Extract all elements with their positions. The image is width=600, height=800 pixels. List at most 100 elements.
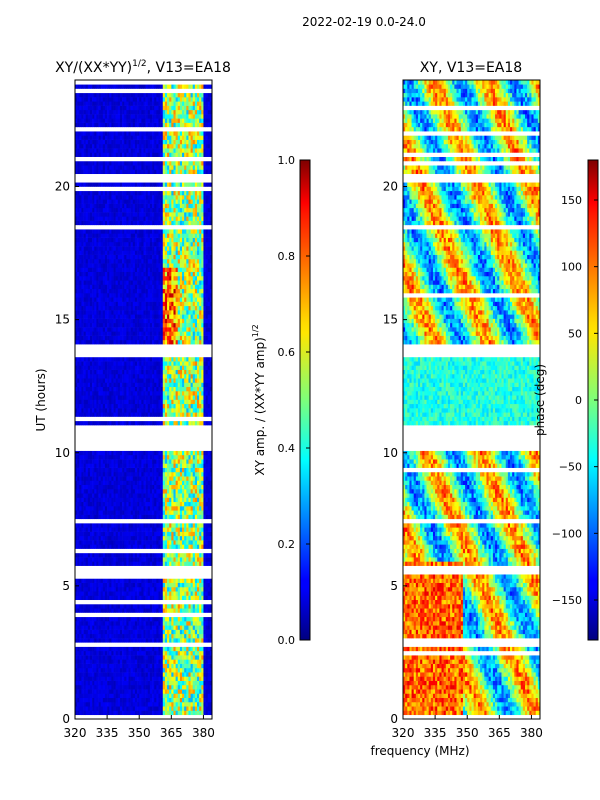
heatmap-cell [122,506,125,511]
heatmap-cell [107,310,110,315]
heatmap-cell [89,527,93,532]
heatmap-cell [192,557,196,562]
heatmap-cell [141,672,144,677]
heatmap-cell [96,523,99,528]
heatmap-cell [186,544,189,549]
heatmap-cell [109,339,112,345]
heatmap-cell [117,608,121,613]
heatmap-cell [152,633,155,639]
heatmap-cell [177,356,181,362]
heatmap-cell [190,361,194,366]
heatmap-cell [122,318,125,324]
heatmap-cell [192,595,196,601]
heatmap-cell [75,484,78,490]
heatmap-cell [79,586,82,592]
heatmap-cell [98,710,101,716]
heatmap-cell [102,480,106,485]
heatmap-cell [81,403,84,409]
heatmap-cell [117,684,121,690]
heatmap-cell [119,335,123,341]
heatmap-cell [81,493,84,498]
heatmap-cell [107,633,110,639]
heatmap-cell [177,506,181,511]
heatmap-cell [77,680,80,686]
heatmap-cell [182,484,185,490]
heatmap-cell [173,369,176,375]
heatmap-cell [154,638,157,643]
heatmap-cell [160,552,164,558]
heatmap-cell [186,676,189,681]
heatmap-cell [85,595,89,601]
heatmap-cell [149,463,153,468]
heatmap-cell [77,484,80,490]
heatmap-cell [130,608,134,613]
heatmap-cell [175,527,179,532]
heatmap-cell [188,676,191,681]
heatmap-cell [141,603,144,609]
heatmap-cell [209,557,212,562]
heatmap-cell [92,314,95,319]
heatmap-cell [119,595,123,601]
heatmap-cell [122,420,125,426]
heatmap-cell [186,561,189,566]
heatmap-cell [171,501,174,507]
heatmap-cell [83,484,87,490]
heatmap-cell [102,710,106,716]
heatmap-cell [186,420,189,426]
heatmap-cell [85,663,89,669]
heatmap-cell [173,514,176,520]
heatmap-cell [111,463,114,468]
heatmap-cell [81,361,84,366]
heatmap-cell [149,488,153,494]
heatmap-cell [117,629,121,635]
heatmap-cell [164,399,168,405]
heatmap-cell [207,689,211,694]
heatmap-cell [119,454,123,460]
heatmap-cell [152,638,155,643]
heatmap-cell [94,420,97,426]
heatmap-cell [209,544,212,549]
heatmap-cell [199,471,202,477]
heatmap-cell [141,369,144,375]
heatmap-cell [207,693,211,698]
heatmap-cell [156,638,159,643]
heatmap-cell [132,680,136,686]
heatmap-cell [83,523,87,528]
heatmap-cell [173,595,176,601]
heatmap-cell [77,310,80,315]
heatmap-cell [201,663,204,669]
heatmap-cell [77,501,80,507]
heatmap-cell [111,693,114,698]
heatmap-cell [175,501,179,507]
heatmap-cell [194,450,198,456]
heatmap-cell [94,531,97,537]
heatmap-cell [85,476,89,481]
heatmap-cell [171,633,174,639]
heatmap-cell [102,386,106,392]
heatmap-cell [81,561,84,566]
heatmap-cell [194,514,198,520]
heatmap-cell [87,595,91,601]
heatmap-cell [192,356,196,362]
heatmap-cell [77,706,80,711]
heatmap-cell [162,399,166,405]
heatmap-cell [162,450,166,456]
heatmap-cell [81,382,84,388]
heatmap-cell [137,467,140,473]
heatmap-cell [132,497,136,503]
heatmap-cell [107,501,110,507]
heatmap-cell [75,633,78,639]
heatmap-cell [175,493,179,498]
heatmap-cell [102,523,106,528]
heatmap-cell [147,463,151,468]
heatmap-cell [209,586,212,592]
heatmap-cell [203,386,206,392]
heatmap-cell [139,399,142,405]
heatmap-cell [96,646,99,652]
heatmap-cell [143,369,146,375]
heatmap-cell [111,621,114,626]
heatmap-cell [137,706,140,711]
heatmap-cell [77,557,80,562]
heatmap-cell [160,399,164,405]
heatmap-cell [128,510,131,515]
